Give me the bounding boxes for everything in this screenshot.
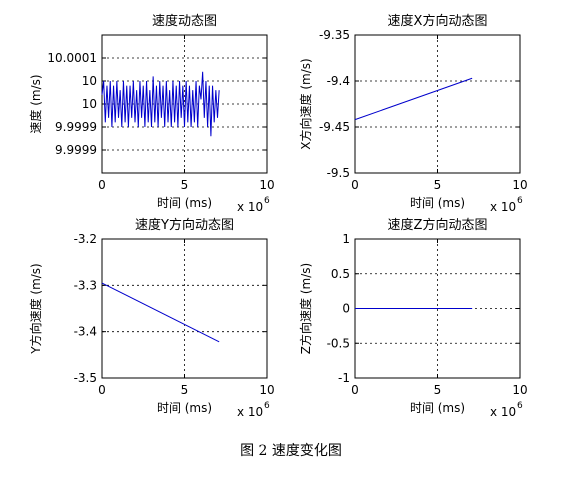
chart1-xtick-label: 5 bbox=[181, 178, 189, 192]
chart4-xtick-label: 5 bbox=[434, 383, 442, 397]
chart2-x-multiplier: x 10 bbox=[490, 200, 516, 214]
chart4-ytick-label: -0.5 bbox=[327, 336, 350, 350]
chart3-xtick-label: 10 bbox=[259, 383, 274, 397]
chart2-xtick-label: 5 bbox=[434, 178, 442, 192]
chart1-xtick-label: 0 bbox=[98, 178, 106, 192]
chart3-ylabel: Y方向速度 (m/s) bbox=[28, 263, 43, 355]
chart2-title: 速度X方向动态图 bbox=[388, 13, 488, 29]
chart2-ytick-label: -9.45 bbox=[319, 120, 350, 134]
chart3-x-multiplier-exp: 6 bbox=[264, 401, 270, 411]
chart1-ylabel: 速度 (m/s) bbox=[28, 74, 43, 133]
chart1-xtick-label: 10 bbox=[259, 178, 274, 192]
chart2-x-multiplier-exp: 6 bbox=[517, 196, 523, 206]
chart1-ytick-label: 10 bbox=[82, 74, 97, 88]
chart2-ytick-label: -9.5 bbox=[327, 166, 350, 180]
chart3-ytick-label: -3.5 bbox=[74, 371, 97, 385]
chart1-ytick-label: 9.9999 bbox=[55, 120, 97, 134]
chart4-ytick-label: 0.5 bbox=[331, 267, 350, 281]
chart1-title: 速度动态图 bbox=[152, 13, 217, 29]
chart3-series-line-1 bbox=[101, 282, 220, 343]
chart1-ytick-label: 10.0001 bbox=[47, 51, 97, 65]
chart3-ytick-label: -3.2 bbox=[74, 232, 97, 246]
chart3-xtick-label: 5 bbox=[181, 383, 189, 397]
chart4-ylabel: Z方向速度 (m/s) bbox=[298, 263, 313, 354]
chart4-xtick-label: 10 bbox=[512, 383, 527, 397]
chart4-title: 速度Z方向动态图 bbox=[388, 217, 488, 233]
chart4-ytick-label: 0 bbox=[342, 302, 350, 316]
chart3-xlabel: 时间 (ms) bbox=[157, 401, 212, 415]
chart1-x-multiplier: x 10 bbox=[237, 200, 263, 214]
chart1-ytick-label: 9.9999 bbox=[55, 143, 97, 157]
chart3-title: 速度Y方向动态图 bbox=[135, 217, 234, 233]
chart3-x-multiplier: x 10 bbox=[237, 405, 263, 419]
chart4-xlabel: 时间 (ms) bbox=[410, 401, 465, 415]
chart2-ylabel: X方向速度 (m/s) bbox=[298, 58, 313, 149]
chart2-ytick-label: -9.35 bbox=[319, 28, 350, 42]
chart3-ytick-label: -3.3 bbox=[74, 278, 97, 292]
chart1-xlabel: 时间 (ms) bbox=[157, 196, 212, 210]
chart1-ytick-label: 10 bbox=[82, 97, 97, 111]
chart4-ytick-label: 1 bbox=[342, 232, 350, 246]
chart2-series-line-1 bbox=[354, 77, 473, 121]
chart3-xtick-label: 0 bbox=[98, 383, 106, 397]
chart2-xtick-label: 10 bbox=[512, 178, 527, 192]
figure-caption: 图 2 速度变化图 bbox=[240, 443, 342, 459]
chart1-series-line-1 bbox=[101, 71, 220, 137]
chart4-x-multiplier-exp: 6 bbox=[517, 401, 523, 411]
chart1-x-multiplier-exp: 6 bbox=[264, 196, 270, 206]
chart2-ytick-label: -9.4 bbox=[327, 74, 350, 88]
chart2-xtick-label: 0 bbox=[351, 178, 359, 192]
chart4-x-multiplier: x 10 bbox=[490, 405, 516, 419]
chart4-xtick-label: 0 bbox=[351, 383, 359, 397]
chart2-xlabel: 时间 (ms) bbox=[410, 196, 465, 210]
chart4-ytick-label: -1 bbox=[338, 371, 350, 385]
chart3-ytick-label: -3.4 bbox=[74, 325, 97, 339]
